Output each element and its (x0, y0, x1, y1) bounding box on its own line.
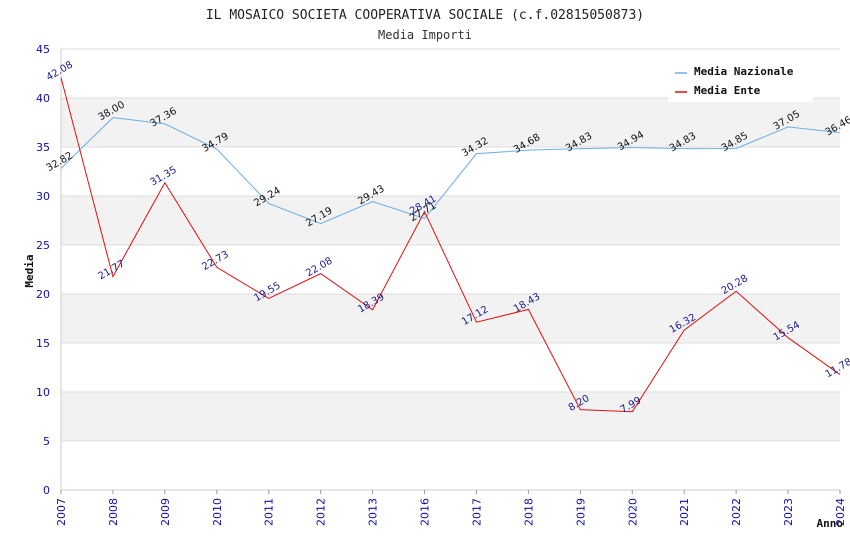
y-tick-label: 20 (36, 288, 50, 301)
legend-box (668, 58, 813, 102)
x-tick-label: 2007 (55, 498, 68, 526)
grid-band (61, 294, 840, 343)
x-axis-ticks: 2007 2008 2009 2010 2011 2012 2013 2016 2017 2018… (55, 490, 847, 526)
x-tick-label: 2018 (522, 498, 535, 526)
chart-subtitle: Media Importi (378, 28, 472, 42)
x-tick-label: 2019 (574, 498, 587, 526)
grid-bands (61, 49, 840, 490)
x-tick-label: 2023 (782, 498, 795, 526)
grid-band (61, 245, 840, 294)
y-tick-label: 10 (36, 386, 50, 399)
x-tick-label: 2010 (211, 498, 224, 526)
y-tick-label: 30 (36, 190, 50, 203)
grid-lines (61, 48, 840, 491)
grid-band (61, 441, 840, 490)
y-tick-label: 45 (36, 43, 50, 56)
x-tick-label: 2024 (834, 498, 847, 526)
y-tick-label: 15 (36, 337, 50, 350)
series-line-media-ente (60, 77, 841, 413)
x-tick-label: 2012 (315, 498, 328, 526)
x-tick-label: 2011 (263, 498, 276, 526)
x-tick-label: 2009 (159, 498, 172, 526)
y-tick-label: 5 (43, 435, 50, 448)
grid-band (61, 392, 840, 441)
x-tick-label: 2021 (678, 498, 691, 526)
x-tick-label: 2017 (470, 498, 483, 526)
x-tick-label: 2008 (107, 498, 120, 526)
x-tick-label: 2022 (730, 498, 743, 526)
y-tick-label: 35 (36, 141, 50, 154)
y-axis-label: Media (23, 254, 36, 287)
grid-band (61, 147, 840, 196)
y-tick-label: 0 (43, 484, 50, 497)
series-lines (60, 77, 841, 413)
series-line-media-nazionale (60, 117, 841, 225)
y-tick-label: 25 (36, 239, 50, 252)
x-axis-label: Anno (817, 517, 844, 530)
x-tick-label: 2016 (419, 498, 432, 526)
legend-label-media-nazionale: Media Nazionale (694, 65, 794, 78)
chart-title: IL MOSAICO SOCIETA COOPERATIVA SOCIALE (… (206, 8, 644, 23)
y-axis-ticks: 0 5 10 15 20 25 30 35 40 45 (36, 43, 50, 497)
legend-label-media-ente: Media Ente (694, 84, 761, 97)
grid-band (61, 196, 840, 245)
y-tick-label: 40 (36, 92, 50, 105)
grid-band (61, 343, 840, 392)
legend: Media Nazionale Media Ente (668, 58, 813, 102)
grid-band (61, 98, 840, 147)
x-tick-label: 2013 (367, 498, 380, 526)
x-tick-label: 2020 (626, 498, 639, 526)
